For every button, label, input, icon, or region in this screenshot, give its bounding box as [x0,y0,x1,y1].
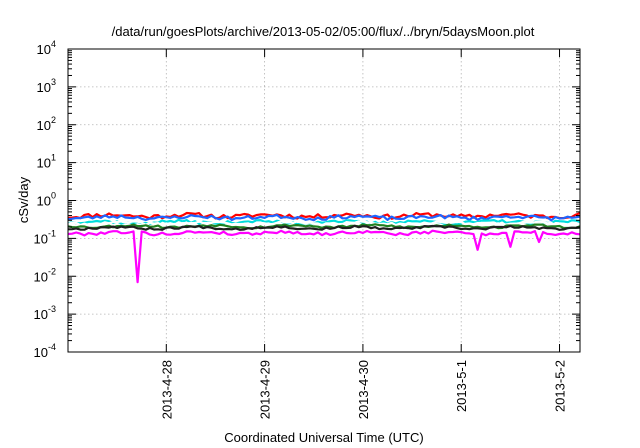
series-line [67,220,581,227]
x-tick-label: 2013-4-29 [258,360,273,419]
y-tick-label: 10-4 [34,342,56,360]
y-tick-label: 101 [37,153,56,171]
x-tick-labels: 2013-4-28 2013-4-29 2013-4-30 2013-5-1 2013-… [159,360,567,419]
y-tick-label: 10-1 [34,228,56,246]
series-line [67,213,581,222]
series-layer [67,211,581,284]
axis-ticks [68,48,580,353]
x-tick-label: 2013-4-28 [159,360,174,419]
series-line [67,229,581,284]
y-tick-label: 102 [37,115,56,133]
y-tick-label: 103 [37,77,56,95]
x-tick-label: 2013-5-2 [553,360,568,412]
x-axis-label: Coordinated Universal Time (UTC) [224,430,423,445]
grid-lines [68,49,580,352]
x-tick-label: 2013-5-1 [454,360,469,412]
y-tick-label: 10-3 [34,304,56,322]
y-tick-labels: 10-4 10-3 10-2 10-1 100 101 102 103 104 [34,39,56,360]
chart-title: /data/run/goesPlots/archive/2013-05-02/0… [112,24,535,39]
y-axis-label: cSv/day [16,176,31,223]
y-tick-label: 100 [37,191,56,209]
y-tick-label: 10-2 [34,266,56,284]
x-tick-label: 2013-4-30 [356,360,371,419]
series-line [67,224,581,231]
y-tick-label: 104 [37,39,56,57]
